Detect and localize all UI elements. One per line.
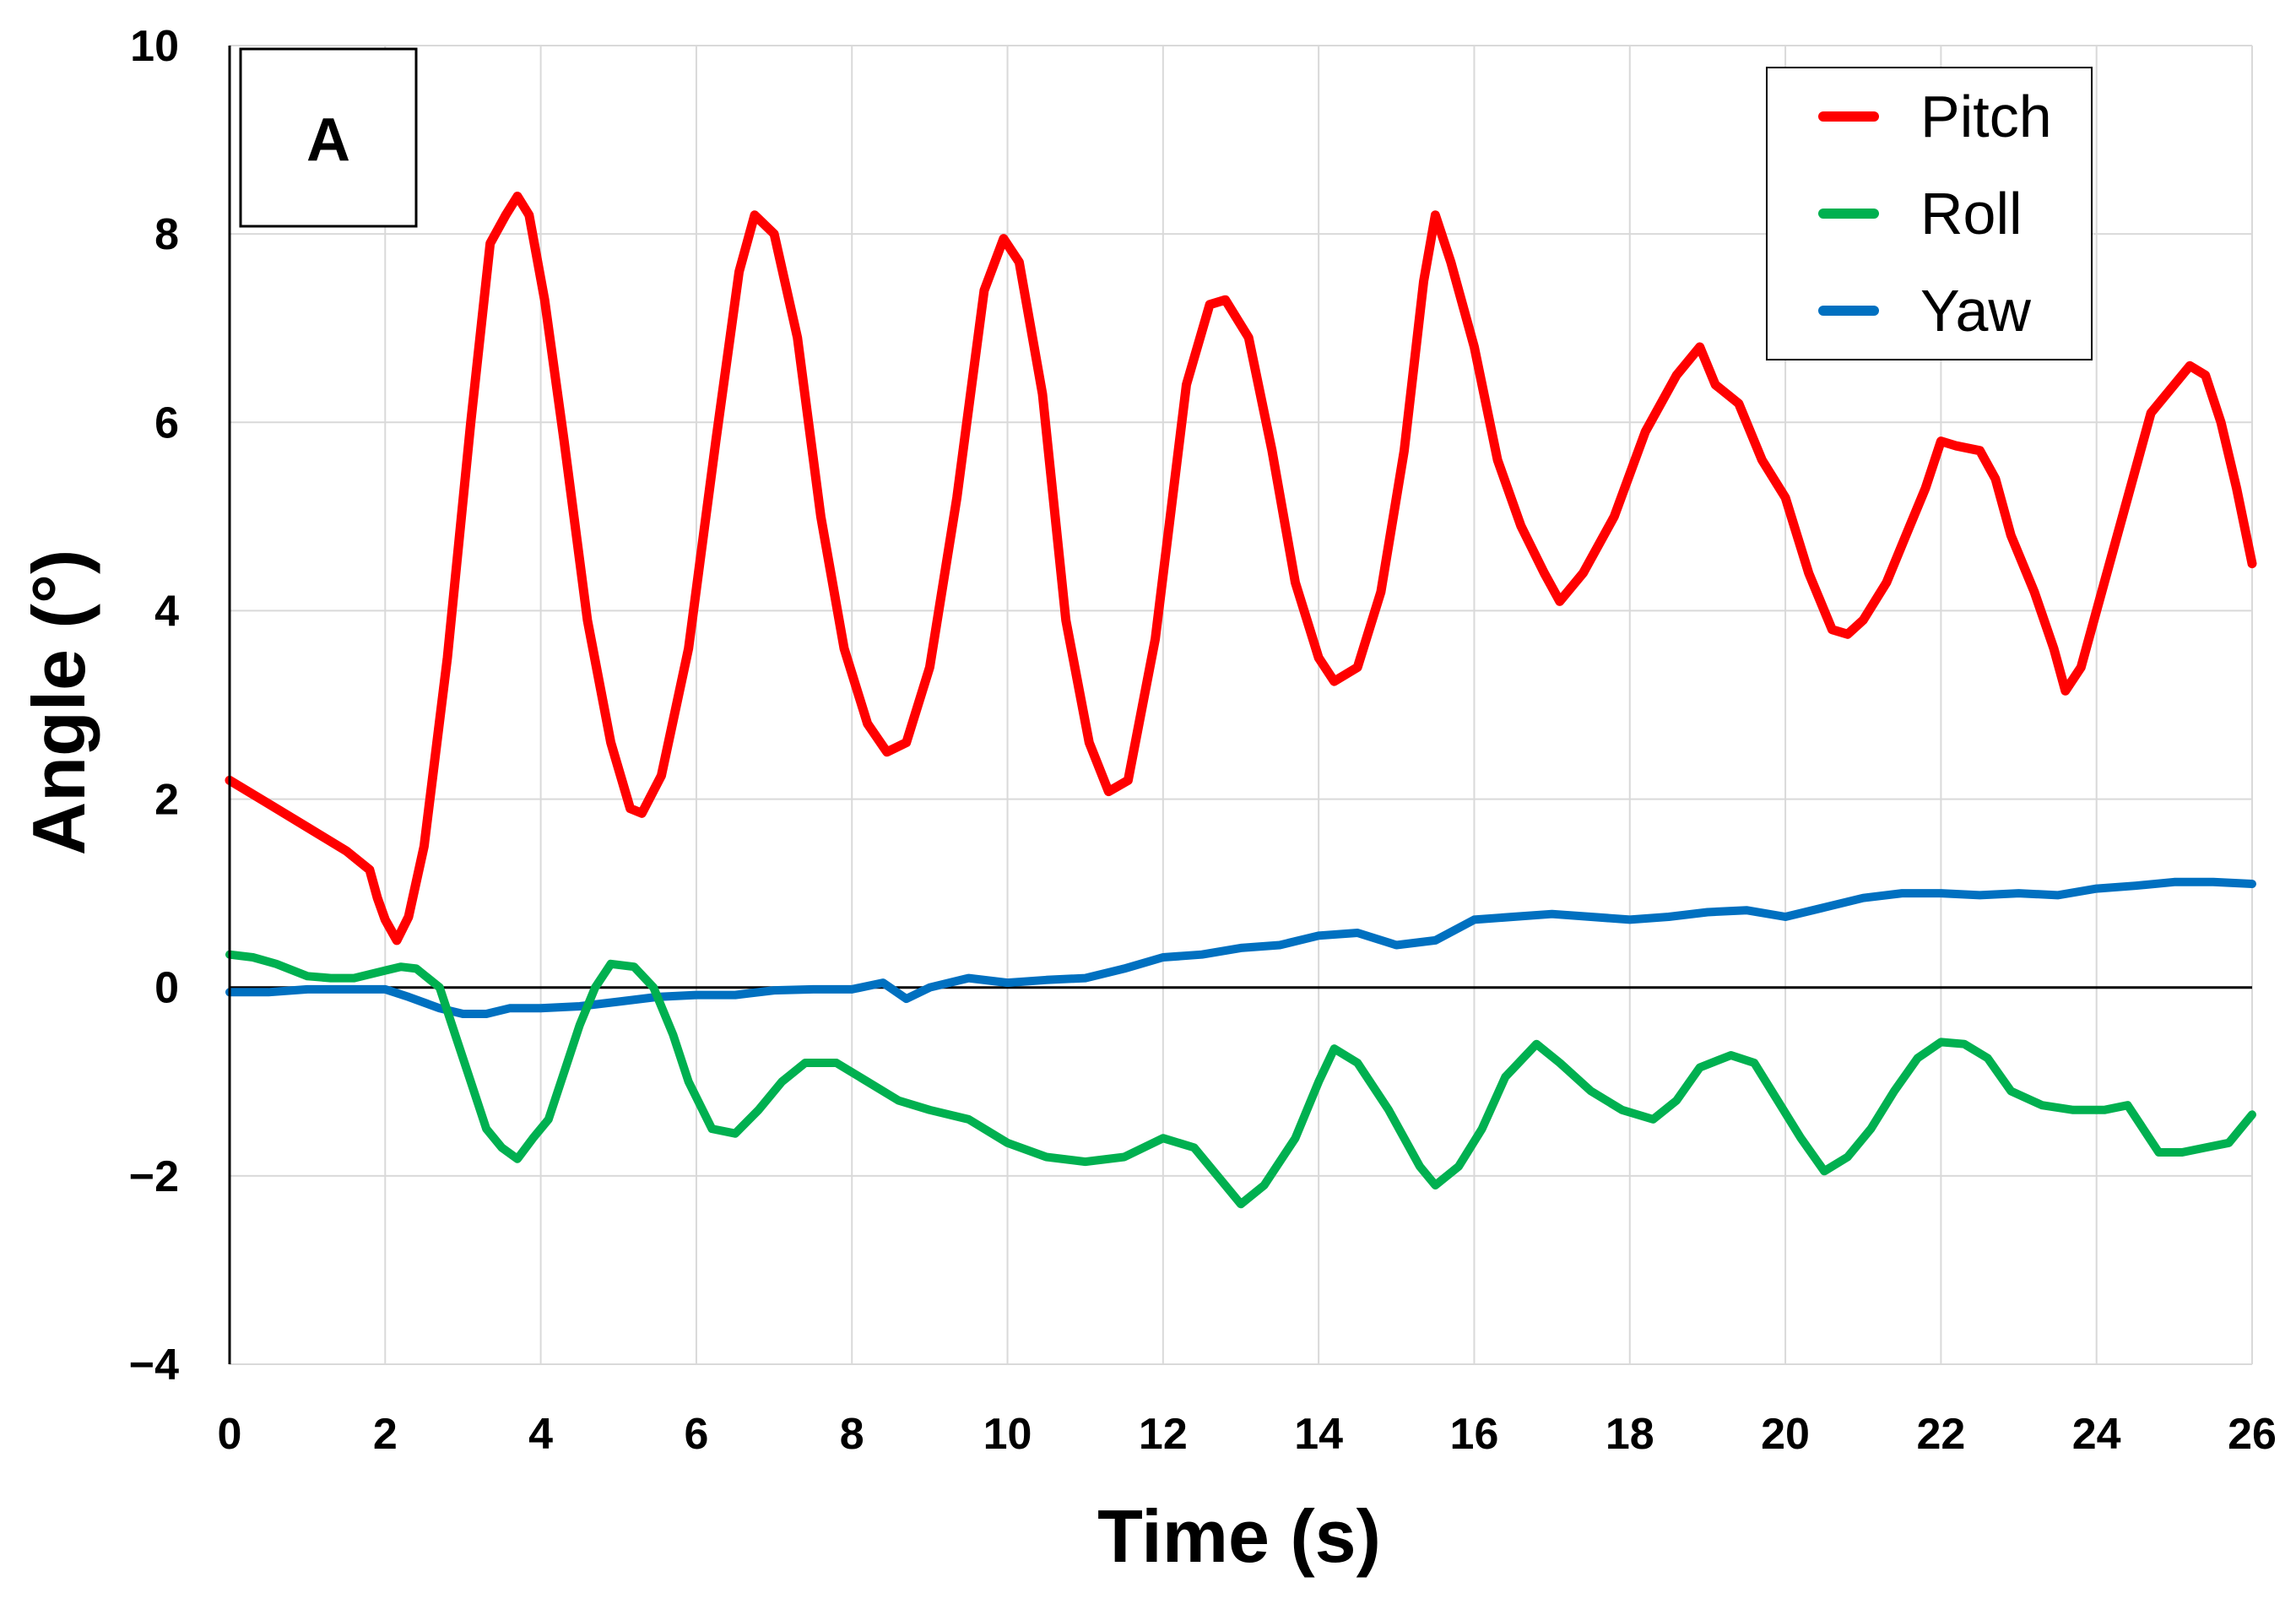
x-tick-label: 0 — [218, 1410, 242, 1459]
x-tick-label: 8 — [840, 1410, 864, 1459]
x-tick-label: 10 — [983, 1410, 1032, 1459]
x-tick-label: 12 — [1139, 1410, 1188, 1459]
x-axis-title: Time (s) — [1097, 1494, 1381, 1578]
x-tick-label: 16 — [1450, 1410, 1499, 1459]
x-tick-label: 4 — [528, 1410, 553, 1459]
x-tick-label: 20 — [1761, 1410, 1810, 1459]
series-line-yaw — [225, 877, 2256, 1018]
x-tick-label: 18 — [1606, 1410, 1654, 1459]
series-line-pitch — [225, 192, 2257, 946]
y-tick-label: 4 — [154, 587, 179, 636]
y-tick-label: 6 — [154, 398, 179, 447]
series-layer — [225, 192, 2257, 1209]
panel-label: A — [306, 106, 350, 174]
legend-label-roll: Roll — [1920, 181, 2023, 247]
x-tick-label: 22 — [1916, 1410, 1965, 1459]
legend-label-yaw: Yaw — [1920, 278, 2031, 344]
y-tick-label: −2 — [129, 1152, 179, 1201]
x-tick-label: 2 — [373, 1410, 398, 1459]
y-axis-title: Angle (°) — [17, 550, 100, 856]
y-tick-label: −4 — [129, 1341, 179, 1390]
y-tick-label: 8 — [154, 210, 179, 259]
x-tick-label: 26 — [2228, 1410, 2277, 1459]
y-tick-label: 10 — [130, 22, 179, 71]
panel-label-box: A — [239, 47, 418, 228]
y-tick-label: 0 — [154, 964, 179, 1013]
legend-label-pitch: Pitch — [1920, 84, 2052, 149]
x-tick-label: 24 — [2072, 1410, 2121, 1459]
x-tick-label: 14 — [1294, 1410, 1343, 1459]
y-tick-label: 2 — [154, 776, 179, 825]
series-line-roll — [225, 950, 2256, 1209]
x-tick-label: 6 — [684, 1410, 708, 1459]
legend: Pitch Roll Yaw — [1766, 67, 2093, 360]
